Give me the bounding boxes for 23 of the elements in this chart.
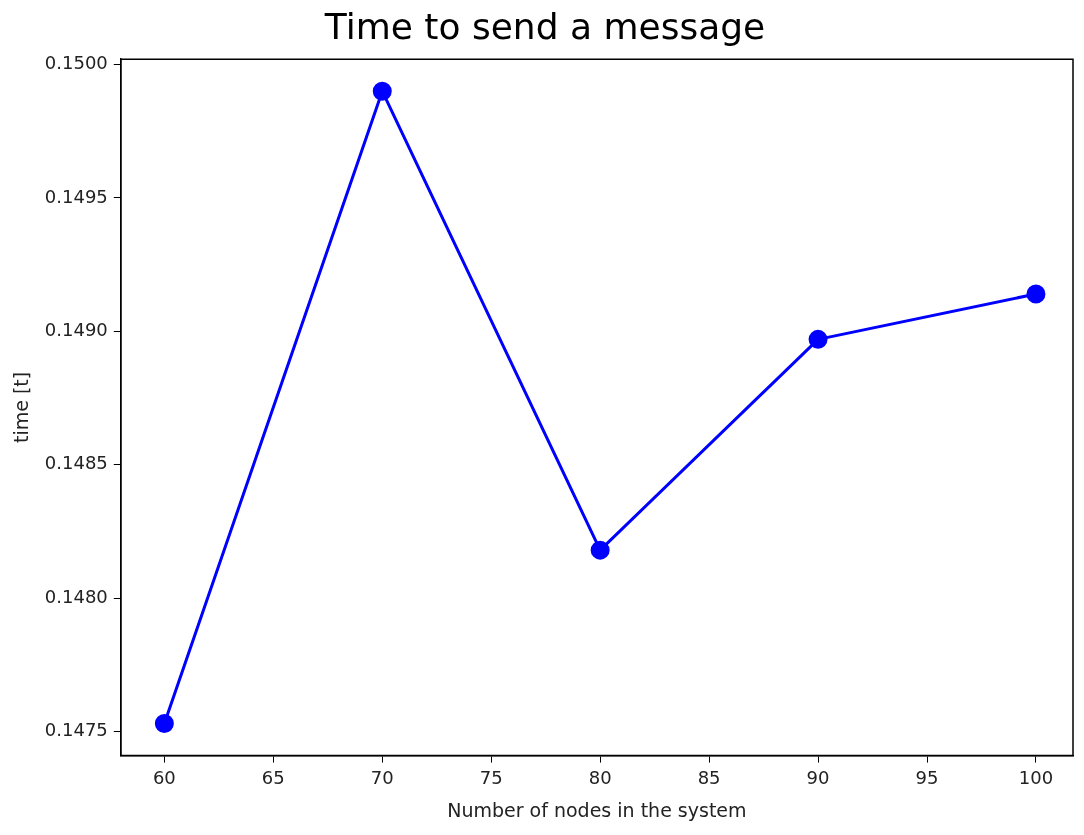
x-tick-label: 95 (915, 767, 939, 789)
x-tick-label: 80 (588, 767, 612, 789)
x-tick-label: 60 (152, 767, 176, 789)
chart-title: Time to send a message (323, 5, 766, 47)
y-tick-label: 0.1480 (44, 585, 108, 607)
y-tick-label: 0.1500 (44, 52, 108, 74)
x-tick-label: 90 (806, 767, 830, 789)
x-tick-label: 75 (479, 767, 503, 789)
point (154, 714, 174, 734)
x-tick-label: 85 (697, 767, 721, 789)
point (808, 329, 828, 349)
y-axis-title: time [t] (10, 371, 33, 444)
y-tick-label: 0.1490 (44, 319, 108, 341)
x-tick-label: 70 (370, 767, 394, 789)
point (1026, 284, 1046, 304)
x-tick-label: 65 (261, 767, 285, 789)
point (372, 81, 392, 101)
y-tick-label: 0.1485 (44, 452, 108, 474)
point (590, 540, 610, 560)
x-tick-label: 100 (1018, 767, 1054, 789)
y-tick-label: 0.1475 (44, 719, 108, 741)
x-axis-title: Number of nodes in the system (447, 798, 747, 821)
y-tick-label: 0.1495 (44, 185, 108, 207)
